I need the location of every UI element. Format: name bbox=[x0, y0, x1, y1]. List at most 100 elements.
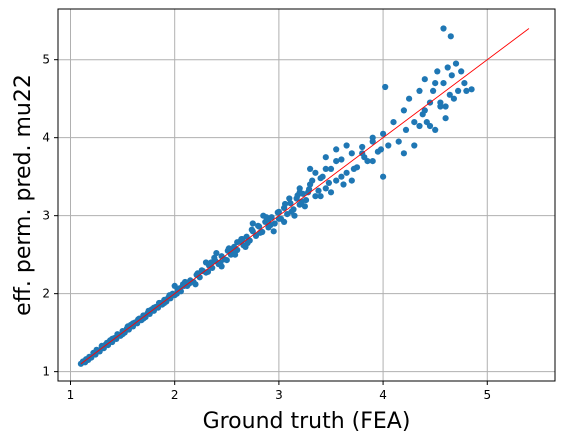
y-axis-label: eff. perm. pred. mu22 bbox=[11, 74, 36, 316]
data-point bbox=[270, 228, 277, 235]
data-point bbox=[135, 316, 142, 323]
data-point bbox=[380, 130, 387, 137]
data-point bbox=[406, 95, 413, 102]
x-tick-label: 4 bbox=[379, 388, 387, 402]
data-point bbox=[432, 126, 439, 133]
data-point bbox=[416, 87, 423, 94]
data-points bbox=[77, 25, 475, 367]
data-point bbox=[140, 315, 147, 322]
data-point bbox=[348, 150, 355, 157]
plot-frame bbox=[57, 8, 556, 382]
data-point bbox=[440, 80, 447, 87]
data-point bbox=[171, 282, 178, 289]
data-point bbox=[377, 146, 385, 153]
data-point bbox=[395, 138, 402, 145]
data-point bbox=[333, 146, 340, 153]
data-point bbox=[416, 122, 423, 130]
data-point bbox=[225, 245, 232, 252]
data-point bbox=[421, 76, 428, 83]
data-point bbox=[275, 208, 282, 215]
data-point bbox=[109, 335, 116, 342]
data-point bbox=[430, 87, 437, 94]
data-point bbox=[437, 99, 444, 106]
data-point bbox=[448, 72, 455, 79]
x-tick-label: 5 bbox=[483, 388, 491, 402]
data-point bbox=[442, 115, 449, 122]
data-point bbox=[249, 220, 256, 227]
data-point bbox=[242, 243, 249, 250]
data-point bbox=[179, 281, 187, 288]
data-point bbox=[348, 177, 355, 184]
data-point bbox=[305, 189, 312, 196]
data-point bbox=[444, 64, 451, 71]
x-tick-label: 3 bbox=[275, 388, 283, 402]
data-point bbox=[385, 142, 392, 149]
data-point bbox=[447, 33, 454, 40]
data-point bbox=[322, 165, 329, 172]
data-point bbox=[338, 173, 345, 180]
grid bbox=[58, 9, 555, 381]
data-point bbox=[402, 126, 410, 133]
data-point bbox=[232, 251, 239, 258]
data-point bbox=[434, 68, 441, 75]
x-axis-label: Ground truth (FEA) bbox=[203, 409, 411, 434]
y-tick-label: 3 bbox=[42, 209, 50, 223]
data-point bbox=[211, 254, 218, 261]
data-point bbox=[267, 221, 274, 229]
data-point bbox=[340, 181, 347, 188]
y-tick-label: 5 bbox=[42, 53, 50, 67]
data-point bbox=[282, 200, 289, 208]
data-point bbox=[390, 119, 397, 126]
data-point bbox=[463, 87, 470, 94]
data-point bbox=[248, 226, 255, 233]
data-point bbox=[315, 187, 322, 194]
x-axis-ticks: 1 2 3 4 5 bbox=[67, 381, 491, 402]
data-point bbox=[296, 185, 303, 192]
data-point bbox=[312, 169, 319, 176]
data-point bbox=[150, 304, 157, 311]
data-point bbox=[202, 259, 210, 266]
data-point bbox=[255, 222, 262, 229]
data-point bbox=[161, 299, 168, 307]
data-point bbox=[312, 193, 319, 200]
data-point bbox=[309, 177, 316, 184]
data-point bbox=[319, 173, 326, 180]
data-point bbox=[275, 215, 282, 222]
data-point bbox=[287, 200, 294, 207]
data-point bbox=[343, 142, 350, 149]
data-point bbox=[442, 103, 449, 110]
data-point bbox=[327, 165, 335, 172]
data-point bbox=[322, 185, 329, 192]
data-point bbox=[204, 268, 212, 275]
data-point bbox=[301, 203, 308, 210]
data-point bbox=[432, 80, 439, 87]
data-point bbox=[350, 165, 357, 172]
data-point bbox=[298, 198, 305, 205]
x-tick-label: 1 bbox=[67, 388, 75, 402]
data-point bbox=[238, 236, 245, 243]
data-point bbox=[307, 165, 314, 172]
data-point bbox=[223, 257, 230, 264]
data-point bbox=[198, 267, 205, 274]
data-point bbox=[452, 60, 460, 67]
y-axis-ticks: 1 2 3 4 5 bbox=[42, 53, 58, 379]
data-point bbox=[322, 154, 329, 161]
reference-line-group bbox=[80, 28, 530, 365]
reference-line bbox=[80, 28, 530, 365]
data-point bbox=[103, 339, 111, 346]
data-point bbox=[338, 156, 345, 163]
data-point bbox=[468, 86, 475, 93]
data-point bbox=[440, 25, 447, 32]
data-point bbox=[458, 68, 465, 75]
data-point bbox=[263, 214, 270, 221]
data-point bbox=[421, 107, 428, 114]
data-point bbox=[411, 142, 418, 149]
data-point bbox=[294, 192, 301, 199]
data-point bbox=[450, 95, 457, 102]
data-point bbox=[257, 229, 264, 236]
data-point bbox=[380, 173, 387, 180]
data-point bbox=[455, 87, 462, 94]
data-point bbox=[288, 208, 295, 215]
y-tick-label: 1 bbox=[42, 365, 50, 379]
